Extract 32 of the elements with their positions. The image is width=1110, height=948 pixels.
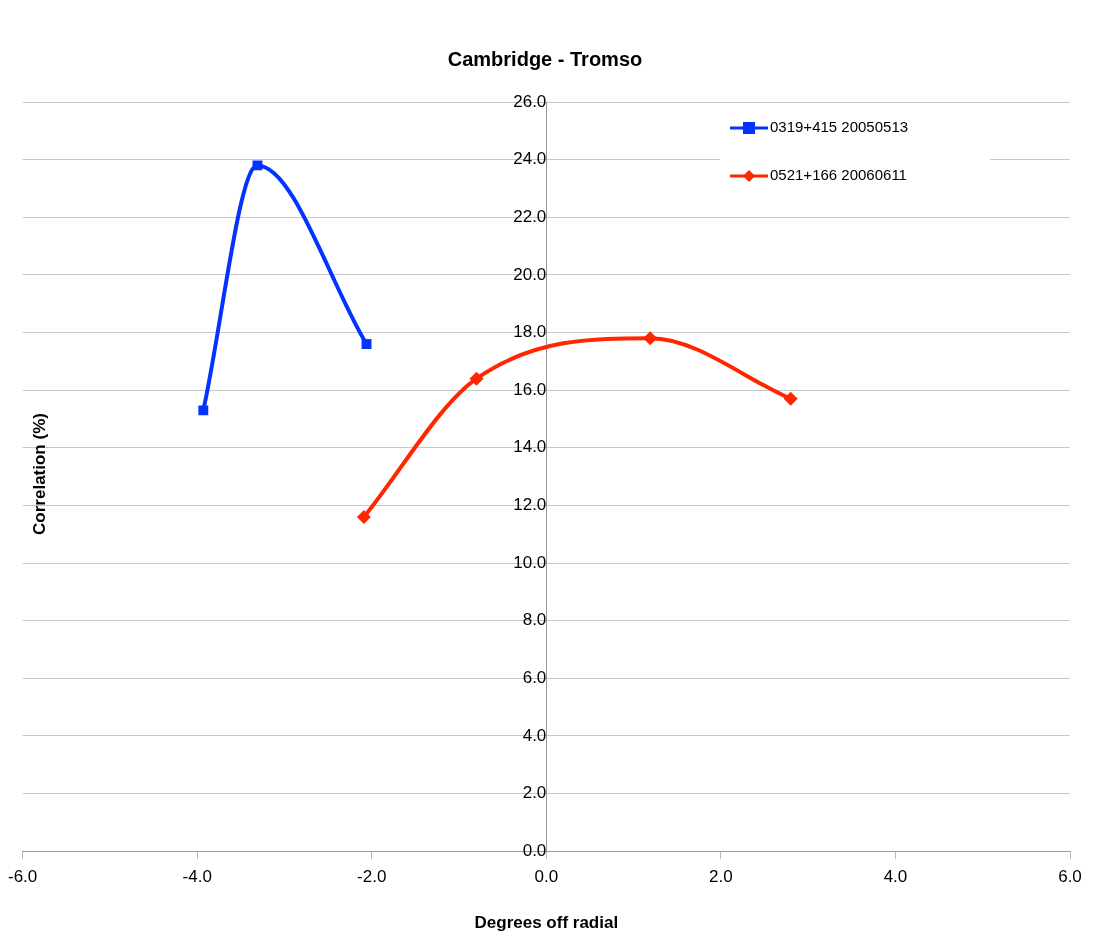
legend-label: 0319+415 20050513 <box>770 118 909 136</box>
y-tick-label: 26.0 <box>513 91 547 111</box>
y-tick-label: 0.0 <box>522 840 547 860</box>
y-tick-label: 24.0 <box>513 149 547 169</box>
point <box>198 405 209 416</box>
y-tick-label: 8.0 <box>522 610 547 630</box>
y-tick-label: 2.0 <box>522 783 547 803</box>
y-tick-label: 20.0 <box>513 264 547 284</box>
y-tick-label: 10.0 <box>513 552 547 572</box>
y-tick-label: 4.0 <box>522 725 547 745</box>
y-tick-label: 16.0 <box>513 379 547 399</box>
point <box>643 331 658 346</box>
chart-title: Cambridge - Tromso <box>447 47 643 70</box>
point <box>252 160 263 171</box>
point <box>469 371 484 386</box>
y-tick-label: 6.0 <box>522 668 547 687</box>
point <box>361 339 372 349</box>
point <box>356 509 371 524</box>
y-tick-label: 18.0 <box>513 322 547 342</box>
x-tick-label: -4.0 <box>182 867 212 887</box>
x-tick-label: -2.0 <box>357 867 387 887</box>
y-axis-title: Correlation (%) <box>30 413 50 535</box>
x-tick-label: -6.0 <box>8 867 38 887</box>
y-tick-label: 12.0 <box>513 495 547 515</box>
y-tick-label: 22.0 <box>513 206 547 226</box>
legend-label: 0521+166 20060611 <box>770 166 907 184</box>
x-tick-label: 6.0 <box>1058 867 1082 887</box>
x-axis-title: Degrees off radial <box>474 913 619 933</box>
x-tick-label: 2.0 <box>709 867 733 887</box>
x-tick-label: 4.0 <box>883 867 908 887</box>
y-tick-label: 14.0 <box>513 437 547 457</box>
point <box>783 391 798 406</box>
